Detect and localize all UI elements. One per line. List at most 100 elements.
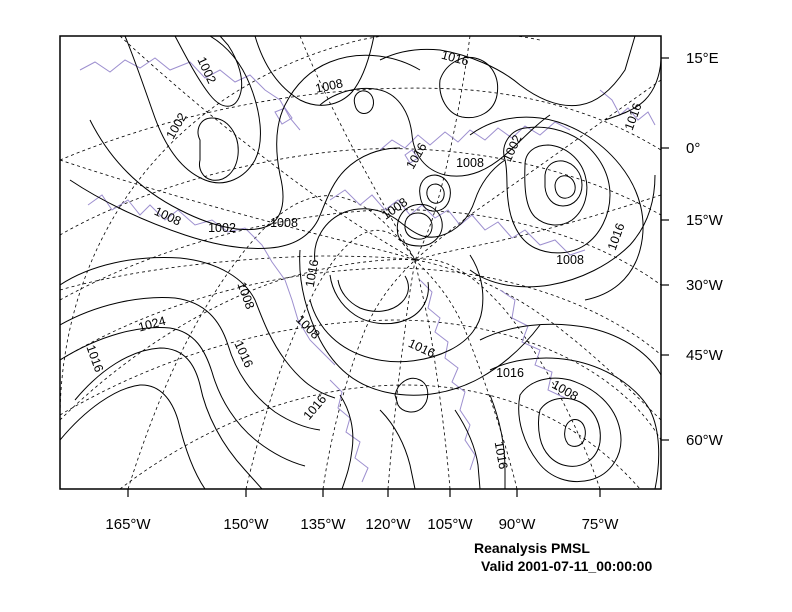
parallel-60w [60,319,661,441]
right-axis-label: 60°W [686,432,724,449]
contour-labels: 1016 1008 1002 1002 1008 1002 1008 1016 … [83,48,644,470]
coastline-northwest [79,57,301,131]
contour-label: 1002 [164,110,190,141]
bottom-axis-label: 75°W [582,516,620,533]
contour-line [404,212,433,240]
contour-line [544,160,583,207]
meridian-120e [299,36,416,261]
contour-line [89,54,421,231]
contour-line [314,159,506,263]
contour-line [339,394,354,489]
meridian-60w [414,259,661,421]
coastline-southeast [499,289,566,399]
meridian-165e [60,255,416,291]
contour-label: 1016 [301,392,330,422]
contour-line [329,274,429,325]
contour-line [419,174,451,212]
contour-line [479,323,661,376]
contour-line [337,275,409,312]
contour-line [379,409,416,489]
meridian-90e [414,79,661,261]
contour-line [469,116,644,301]
meridian-135w [322,259,416,489]
contour-line [503,126,611,254]
contour-label: 1016 [496,366,524,380]
parallel-75w [119,384,641,489]
contour-line [604,59,661,121]
coastline-southwest [329,379,369,483]
contour-line [60,327,306,467]
contour-line [518,377,622,483]
contour-line [60,297,321,431]
meridian-180 [60,259,416,421]
contour-label: 1016 [492,440,511,470]
contour-line [174,36,243,107]
contour-line [489,357,660,489]
caption-title: Reanalysis PMSL [474,540,590,556]
contour-label: 1016 [440,48,471,69]
contour-line [396,203,443,247]
right-axis: 15°E 0° 15°W 30°W 45°W 60°W [661,50,724,449]
contour-line [454,409,481,489]
contour-line [489,394,506,489]
contour-label: 1002 [208,221,236,235]
contour-line [124,36,261,184]
contour-line [426,183,445,204]
pmsl-contours [60,36,661,489]
contour-line [554,175,576,199]
coastline-island-2 [404,149,419,164]
bottom-axis-label: 135°W [300,516,346,533]
right-axis-label: 15°E [686,50,719,67]
contour-label: 1008 [456,156,484,170]
right-axis-label: 45°W [686,347,724,364]
meridian-105w [414,259,451,489]
contour-line [439,56,499,119]
contour-line [254,36,375,106]
right-axis-label: 15°W [686,212,724,229]
meridian-165w [127,195,416,489]
coastline-southcentral [419,279,476,471]
contour-line [538,397,601,467]
parallel-15e [60,36,541,421]
bottom-axis-label: 105°W [427,516,473,533]
map-frame [59,35,662,490]
contour-label: 1016 [83,343,106,374]
contour-line [60,257,336,399]
meridian-90w [414,259,518,489]
bottom-axis-label: 120°W [365,516,411,533]
contour-line [299,249,541,396]
contour-label: 1016 [406,336,437,360]
contour-label: 1008 [556,253,584,267]
right-axis-label: 0° [686,140,700,157]
contour-line [353,90,374,114]
meridian-150w [245,229,416,489]
meridian-150e [60,159,416,261]
contour-label: 1024 [137,314,168,335]
parallel-45w [60,267,661,361]
contour-line [564,419,586,447]
meridian-120w [387,259,416,489]
meridian-135e [119,36,416,261]
contour-label: 1016 [231,339,255,370]
contour-label: 1008 [314,76,344,95]
parallel-15w [60,148,661,236]
bottom-axis: 165°W 150°W 135°W 120°W 105°W 90°W 75°W [105,489,619,533]
graticule [60,36,661,489]
contour-line [469,174,656,288]
contour-line [69,147,401,249]
contour-label: 1002 [500,133,524,164]
coastlines [79,57,656,483]
contour-line [60,384,206,489]
bottom-axis-label: 150°W [223,516,269,533]
bottom-axis-label: 90°W [499,516,537,533]
contour-line [394,377,429,413]
caption-valid-time: Valid 2001-07-11_00:00:00 [481,558,653,574]
contour-label: 1016 [605,221,628,252]
contour-label: 1016 [622,101,645,132]
parallel-0 [60,87,661,161]
contour-line [379,36,636,107]
meridian-75e [414,194,661,261]
meridian-105e [414,36,471,261]
contour-line [309,254,484,363]
